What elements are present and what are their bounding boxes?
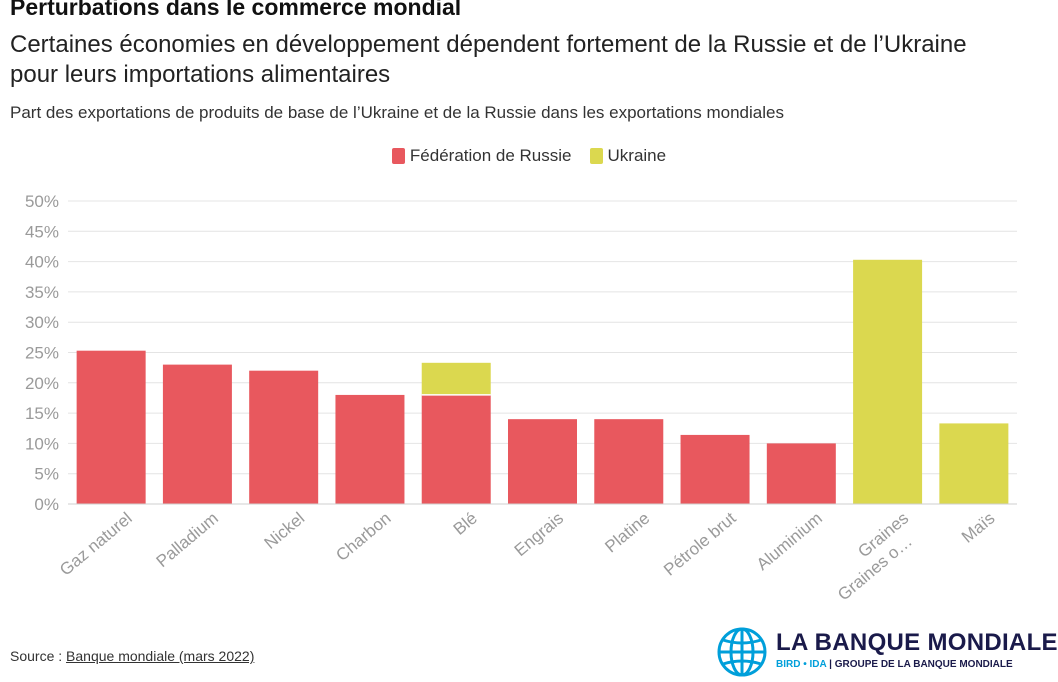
- y-tick-label: 10%: [25, 434, 59, 453]
- bar-ukraine: [939, 423, 1009, 504]
- logo-name: LA BANQUE MONDIALE: [776, 629, 1058, 656]
- legend-label-ukraine: Ukraine: [607, 146, 667, 165]
- y-tick-label: 40%: [25, 253, 59, 272]
- bar-russia: [421, 394, 491, 504]
- bar-russia: [680, 434, 750, 504]
- y-tick-label: 15%: [25, 404, 59, 423]
- bar-russia: [249, 370, 319, 504]
- bar-russia: [162, 364, 232, 504]
- legend-item-ukraine[interactable]: Ukraine: [589, 146, 667, 166]
- legend-item-russia[interactable]: Fédération de Russie: [391, 146, 572, 166]
- legend-swatch-ukraine: [589, 148, 603, 164]
- x-tick-label: Aluminium: [753, 509, 826, 575]
- source-prefix: Source :: [10, 648, 67, 664]
- x-tick-label: Gaz naturel: [56, 509, 136, 580]
- y-tick-label: 0%: [34, 495, 59, 514]
- x-tick-label: Charbon: [332, 509, 394, 565]
- x-tick-label: Pétrole brut: [660, 508, 740, 579]
- y-tick-label: 35%: [25, 283, 59, 302]
- legend-swatch-russia: [391, 148, 405, 164]
- x-tick-label: Blé: [450, 509, 481, 539]
- bar-ukraine: [421, 362, 491, 395]
- y-tick-label: 20%: [25, 374, 59, 393]
- legend-label-russia: Fédération de Russie: [409, 146, 572, 165]
- bar-russia: [335, 394, 405, 504]
- logo-tagline: BIRD • IDA | GROUPE DE LA BANQUE MONDIAL…: [776, 659, 1013, 670]
- bar-chart: 0% 5% 10% 15% 20% 25% 30% 35% 40% 45% 50% Gaz natur…: [25, 192, 1017, 605]
- bar-russia: [594, 419, 664, 504]
- chart-subtitle: Certaines économies en développement dép…: [10, 31, 967, 88]
- y-tick-label: 30%: [25, 313, 59, 332]
- y-tick-label: 5%: [34, 465, 59, 484]
- x-tick-label: Palladium: [153, 509, 222, 572]
- bar-russia: [508, 419, 577, 504]
- x-tick-label: Engrais: [511, 509, 567, 561]
- bar-russia: [766, 443, 836, 504]
- logo-tag-bird: BIRD • IDA: [776, 659, 827, 670]
- logo-tag-rest: | GROUPE DE LA BANQUE MONDIALE: [826, 659, 1013, 670]
- x-tick-label: Maïs: [958, 509, 998, 547]
- bar-ukraine: [853, 259, 923, 504]
- x-tick-label: GrainesGraines o…: [821, 509, 925, 605]
- x-tick-label: Platine: [601, 509, 653, 557]
- source-note: Source : Banque mondiale (mars 2022): [10, 648, 254, 664]
- legend: Fédération de Russie Ukraine: [0, 146, 1058, 166]
- bar-russia: [76, 350, 146, 504]
- y-tick-label: 50%: [25, 192, 59, 211]
- chart-description: Part des exportations de produits de bas…: [10, 103, 784, 122]
- world-bank-logo[interactable]: LA BANQUE MONDIALE BIRD • IDA | GROUPE D…: [716, 626, 1058, 678]
- source-link[interactable]: Banque mondiale (mars 2022): [66, 648, 255, 664]
- chart-title: Perturbations dans le commerce mondial: [10, 0, 462, 20]
- y-tick-label: 45%: [25, 222, 59, 241]
- x-tick-label: Nickel: [261, 509, 309, 553]
- y-tick-label: 25%: [25, 344, 59, 363]
- globe-icon: [717, 627, 767, 677]
